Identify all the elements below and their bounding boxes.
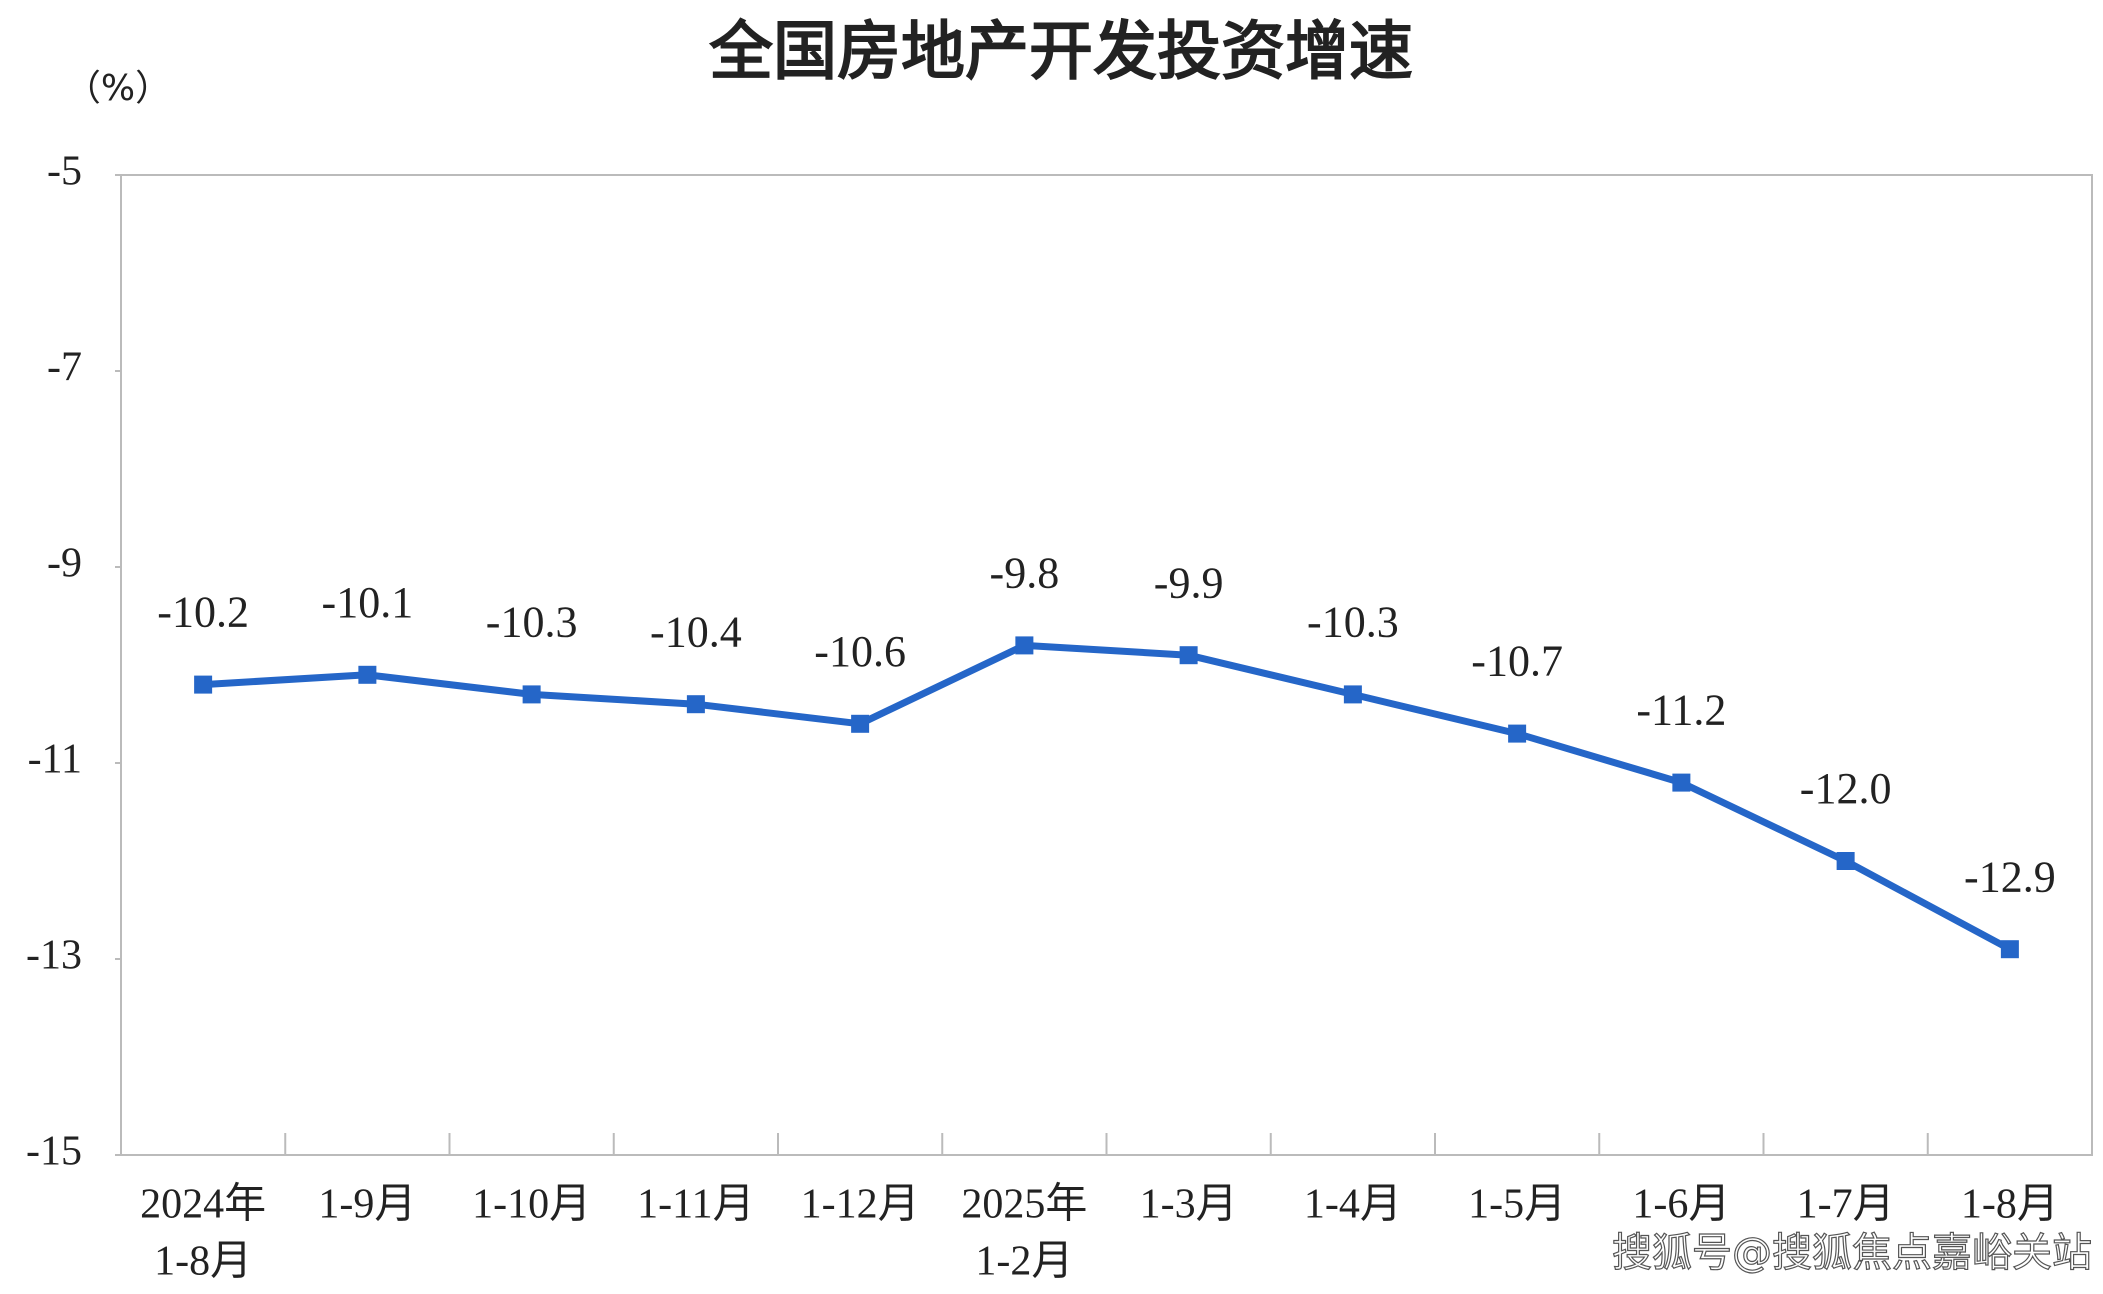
data-label: -10.2 (157, 588, 249, 637)
data-label: -11.2 (1636, 686, 1726, 735)
data-label: -10.1 (322, 578, 414, 627)
y-tick-label: -5 (47, 149, 82, 195)
chart-title: 全国房地产开发投资增速 (708, 16, 1413, 90)
marker (1015, 636, 1034, 655)
x-tick-label: 1-8月 (154, 1239, 252, 1285)
marker (1343, 685, 1362, 704)
x-tick-label: 1-6月 (1632, 1182, 1730, 1228)
data-label: -12.0 (1800, 764, 1892, 813)
y-tick-label: -11 (28, 737, 82, 783)
y-tick-label: -13 (26, 933, 82, 979)
data-label: -9.8 (990, 548, 1060, 597)
marker (1836, 852, 1855, 870)
data-label: -10.7 (1471, 637, 1563, 686)
x-tick-label: 1-8月 (1961, 1182, 2059, 1228)
y-unit: （%） (65, 68, 171, 109)
marker (522, 685, 541, 704)
x-tick-label: 1-5月 (1468, 1182, 1566, 1228)
marker (1179, 646, 1198, 665)
plot-frame (120, 174, 2093, 1156)
y-tick-label: -15 (26, 1129, 82, 1175)
x-tick-label: 1-11月 (637, 1182, 754, 1228)
x-tick-label: 1-3月 (1140, 1182, 1238, 1228)
x-tick-label: 1-2月 (975, 1239, 1073, 1285)
line (202, 641, 2012, 953)
data-label: -10.6 (814, 627, 906, 676)
data-label: -10.3 (1307, 597, 1399, 646)
x-tick-label: 1-4月 (1304, 1182, 1402, 1228)
x-tick-label: 1-10月 (472, 1182, 591, 1228)
x-tick-label: 2024年 (140, 1181, 266, 1228)
x-tick-label: 1-7月 (1797, 1182, 1895, 1228)
marker (686, 695, 705, 714)
marker (194, 675, 213, 694)
x-tick-label: 2025年 (961, 1181, 1087, 1228)
x-tick-label: 1-9月 (318, 1182, 416, 1228)
data-label: -10.3 (486, 597, 578, 646)
watermark: 搜狐号@搜狐焦点嘉峪关站 (1612, 1230, 2092, 1276)
data-label: -12.9 (1964, 852, 2056, 901)
marker (1508, 724, 1527, 743)
marker (851, 714, 870, 733)
y-tick-label: -9 (47, 541, 82, 587)
marker (1672, 773, 1691, 792)
y-tick-label: -7 (47, 345, 82, 391)
x-tick-label: 1-12月 (801, 1182, 920, 1228)
marker (2000, 940, 2019, 959)
data-label: -9.9 (1154, 558, 1224, 607)
data-label: -10.4 (650, 607, 742, 656)
marker (358, 665, 377, 684)
